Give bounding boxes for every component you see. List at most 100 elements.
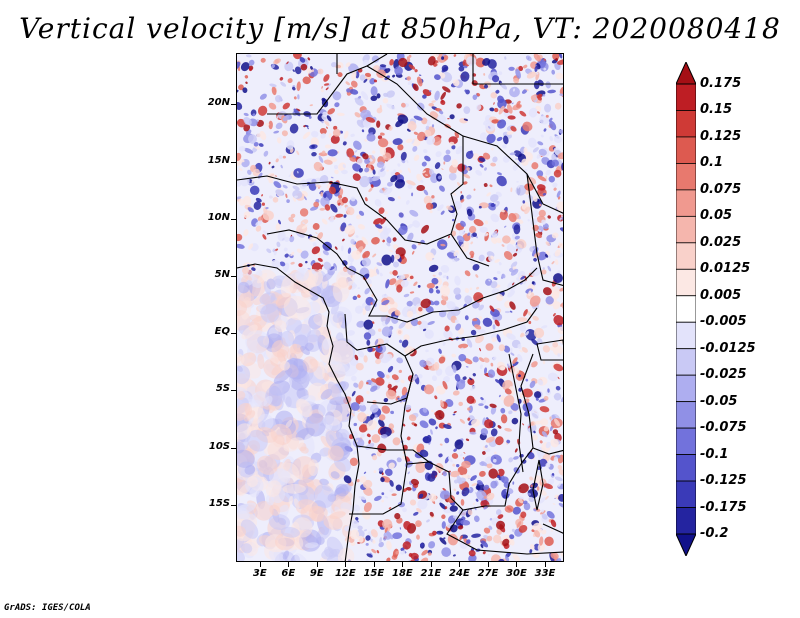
- velocity-cell: [370, 270, 374, 277]
- velocity-cell: [468, 225, 477, 234]
- velocity-cell: [455, 323, 462, 331]
- velocity-cell: [293, 54, 302, 60]
- velocity-cell: [483, 119, 491, 126]
- velocity-cell: [397, 196, 401, 200]
- velocity-cell: [383, 397, 389, 403]
- velocity-cell: [300, 446, 309, 454]
- velocity-cell: [294, 195, 298, 199]
- velocity-cell: [478, 304, 485, 311]
- velocity-cell: [530, 484, 533, 488]
- velocity-cell: [538, 203, 542, 207]
- colorbar-label: -0.025: [700, 367, 747, 383]
- velocity-cell: [347, 247, 352, 254]
- velocity-cell: [270, 423, 292, 445]
- lon-tick: [459, 562, 461, 567]
- velocity-cell: [427, 320, 435, 326]
- velocity-cell: [337, 72, 343, 78]
- velocity-cell: [315, 184, 322, 188]
- velocity-cell: [553, 315, 563, 326]
- velocity-cell: [459, 535, 463, 541]
- velocity-cell: [451, 452, 459, 459]
- velocity-cell: [416, 173, 423, 182]
- velocity-cell: [252, 168, 260, 177]
- colorbar-label: 0.05: [700, 208, 733, 224]
- velocity-cell: [551, 232, 559, 239]
- velocity-cell: [418, 74, 422, 76]
- velocity-cell: [549, 135, 554, 142]
- velocity-cell: [518, 387, 523, 392]
- velocity-cell: [466, 539, 471, 544]
- velocity-cell: [366, 433, 371, 438]
- velocity-cell: [417, 499, 428, 510]
- velocity-cell: [434, 395, 438, 400]
- velocity-cell: [448, 235, 450, 239]
- velocity-cell: [295, 108, 301, 112]
- velocity-cell: [556, 190, 561, 198]
- velocity-cell: [246, 54, 252, 58]
- velocity-cell: [386, 540, 392, 551]
- velocity-cell: [511, 361, 519, 367]
- velocity-cell: [334, 246, 338, 250]
- velocity-cell: [512, 164, 519, 171]
- velocity-cell: [431, 100, 436, 103]
- velocity-cell: [261, 202, 266, 206]
- velocity-cell: [511, 102, 514, 105]
- velocity-cell: [506, 243, 515, 254]
- velocity-cell: [243, 410, 256, 422]
- velocity-cell: [496, 175, 507, 187]
- velocity-cell: [363, 78, 368, 83]
- velocity-cell: [329, 511, 346, 519]
- velocity-cell: [536, 486, 540, 491]
- velocity-cell: [322, 338, 331, 350]
- velocity-cell: [555, 385, 561, 391]
- velocity-cell: [325, 87, 329, 91]
- velocity-cell: [437, 175, 442, 180]
- velocity-cell: [386, 90, 395, 98]
- velocity-cell: [287, 78, 293, 84]
- velocity-cell: [237, 180, 242, 187]
- velocity-cell: [422, 436, 432, 444]
- velocity-cell: [473, 515, 480, 523]
- velocity-cell: [409, 209, 419, 217]
- velocity-cell: [516, 521, 522, 529]
- velocity-cell: [237, 243, 245, 249]
- velocity-cell: [528, 496, 535, 503]
- velocity-cell: [330, 471, 340, 479]
- velocity-cell: [465, 438, 470, 442]
- velocity-cell: [534, 66, 538, 72]
- velocity-cell: [546, 510, 555, 519]
- velocity-cell: [442, 274, 447, 279]
- velocity-cell: [265, 480, 282, 498]
- velocity-cell: [558, 469, 563, 477]
- lon-tick-label: 12E: [334, 568, 356, 579]
- velocity-cell: [490, 92, 498, 99]
- velocity-cell: [424, 155, 431, 162]
- velocity-cell: [512, 282, 515, 286]
- velocity-cell: [362, 59, 370, 66]
- velocity-contour-fill: [237, 54, 563, 561]
- velocity-cell: [466, 167, 470, 171]
- velocity-cell: [364, 305, 371, 312]
- velocity-cell: [319, 361, 325, 371]
- velocity-cell: [492, 156, 498, 163]
- velocity-cell: [457, 477, 466, 484]
- velocity-cell: [545, 441, 551, 449]
- velocity-cell: [248, 243, 254, 250]
- velocity-cell: [475, 104, 482, 111]
- velocity-cell: [389, 271, 393, 275]
- velocity-cell: [464, 315, 469, 321]
- velocity-cell: [541, 325, 548, 329]
- velocity-cell: [384, 211, 388, 215]
- velocity-cell: [508, 213, 517, 223]
- velocity-cell: [358, 404, 367, 412]
- velocity-cell: [328, 186, 336, 195]
- velocity-cell: [286, 199, 290, 203]
- velocity-cell: [525, 55, 532, 61]
- velocity-cell: [552, 54, 560, 61]
- velocity-cell: [511, 417, 519, 425]
- velocity-cell: [280, 331, 295, 347]
- velocity-cell: [253, 201, 262, 210]
- velocity-cell: [485, 278, 493, 286]
- velocity-cell: [395, 550, 399, 555]
- velocity-cell: [442, 487, 447, 492]
